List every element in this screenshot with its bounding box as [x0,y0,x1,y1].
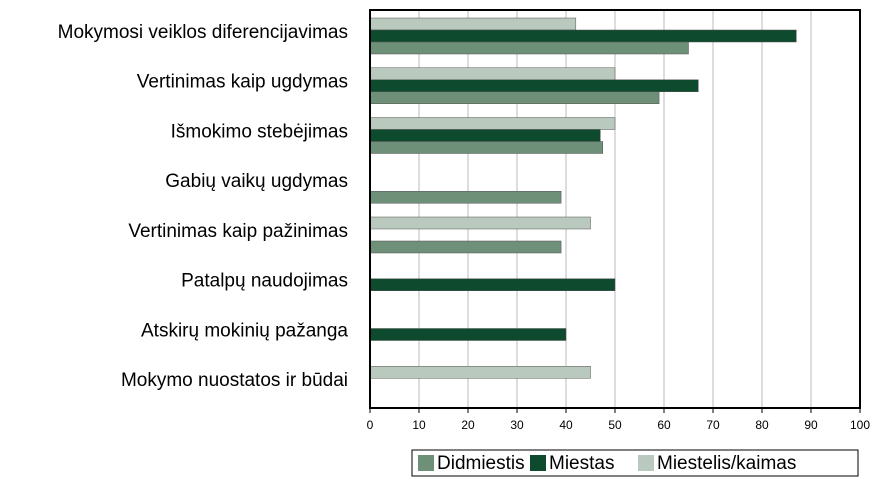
legend-label: Miestas [549,453,614,474]
bar [369,141,603,154]
legend-label: Didmiestis [437,453,525,474]
y-tick-label: Mokymo nuostatos ir būdai [121,370,348,391]
bar [369,191,562,204]
y-tick-label: Vertinimas kaip pažinimas [128,221,348,242]
plot-border [369,9,861,409]
x-tick-label: 100 [850,418,870,432]
x-tick-label: 10 [412,418,426,432]
x-tick-label: 40 [559,418,573,432]
bar [369,29,797,43]
bar [369,91,660,104]
bar [369,67,616,80]
bar [369,216,591,230]
x-tick-label: 30 [510,418,524,432]
x-tick-label: 50 [608,418,622,432]
bar [369,366,591,379]
x-tick-label: 90 [804,418,818,432]
y-tick-label: Mokymosi veiklos diferencijavimas [58,22,348,43]
legend-label: Miestelis/kaimas [657,453,796,474]
y-tick-label: Išmokimo stebėjimas [171,121,348,142]
bar [369,117,616,130]
bar [369,240,562,254]
y-tick-label: Patalpų naudojimas [181,271,348,292]
x-tick-label: 70 [706,418,720,432]
x-tick-label: 80 [755,418,769,432]
y-tick-label: Atskirų mokinių pažanga [141,320,348,341]
legend-swatch [638,455,654,471]
bar [369,278,616,291]
x-tick-label: 0 [367,418,374,432]
bar [369,79,699,92]
legend-swatch [418,455,434,471]
legend-swatch [530,455,546,471]
x-tick-label: 60 [657,418,671,432]
bar [369,129,601,142]
legend-box [411,449,859,477]
bar [369,328,567,341]
bar [369,41,689,55]
y-tick-label: Vertinimas kaip ugdymas [137,72,348,93]
bar [369,17,577,31]
x-tick-label: 20 [461,418,475,432]
y-tick-label: Gabių vaikų ugdymas [165,171,348,192]
